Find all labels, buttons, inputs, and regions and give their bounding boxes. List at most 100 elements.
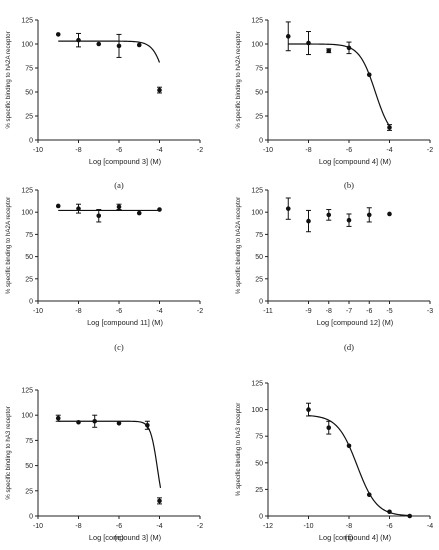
y-axis-title: % specific binding to hA2A receptor bbox=[5, 197, 12, 294]
x-tick-label: -4 bbox=[386, 147, 392, 154]
panel-caption: (e) bbox=[114, 532, 124, 542]
x-axis-title: Log [compound 12] (M) bbox=[317, 318, 393, 327]
data-point bbox=[76, 206, 81, 211]
data-point bbox=[96, 213, 102, 219]
y-tick-label: 100 bbox=[21, 42, 33, 49]
data-point bbox=[306, 40, 311, 46]
data-point bbox=[96, 41, 102, 47]
x-axis-title: Log [compound 3] (M) bbox=[89, 157, 161, 166]
data-point bbox=[55, 203, 61, 209]
x-tick-label: -7 bbox=[346, 308, 352, 315]
data-point bbox=[116, 204, 122, 210]
y-tick-label: 75 bbox=[25, 232, 33, 239]
x-tick-label: -10 bbox=[33, 523, 43, 530]
x-tick-label: -5 bbox=[386, 308, 392, 315]
x-tick-label: -6 bbox=[116, 523, 122, 530]
y-axis-title: % specific binding to hA2A receptor bbox=[235, 31, 242, 128]
data-point bbox=[387, 509, 392, 515]
y-tick-label: 25 bbox=[25, 488, 33, 495]
data-point bbox=[326, 48, 332, 54]
x-tick-label: -9 bbox=[305, 308, 311, 315]
data-point bbox=[407, 513, 413, 519]
data-point bbox=[366, 492, 372, 498]
x-tick-label: -8 bbox=[346, 523, 352, 530]
y-tick-label: 50 bbox=[255, 254, 263, 261]
y-tick-label: 0 bbox=[259, 299, 263, 306]
x-axis-title: Log [compound 3] (M) bbox=[89, 533, 161, 542]
y-tick-label: 125 bbox=[21, 18, 33, 25]
data-point bbox=[157, 498, 162, 504]
y-tick-label: 50 bbox=[25, 90, 33, 97]
data-point bbox=[55, 32, 61, 37]
y-tick-label: 100 bbox=[251, 210, 263, 217]
x-tick-label: -6 bbox=[116, 147, 122, 154]
x-tick-label: -2 bbox=[197, 147, 203, 154]
data-point bbox=[366, 212, 372, 218]
panel-caption: (c) bbox=[114, 342, 124, 352]
data-point bbox=[285, 206, 291, 211]
x-tick-label: -6 bbox=[346, 147, 352, 154]
chart-panel-2: 0 25 50 75 100 125 -10 -8 -6 -4 -2 Log [compound 4]… bbox=[235, 18, 433, 191]
x-axis-title: Log [compound 4] (M) bbox=[319, 533, 391, 542]
y-tick-label: 0 bbox=[29, 299, 33, 306]
x-tick-label: -2 bbox=[427, 147, 433, 154]
data-point bbox=[116, 420, 122, 426]
x-tick-label: -4 bbox=[156, 147, 162, 154]
x-tick-label: -8 bbox=[326, 308, 332, 315]
y-tick-label: 100 bbox=[251, 42, 263, 49]
x-tick-label: -10 bbox=[303, 523, 313, 530]
y-axis-title: % specific binding to hA2A receptor bbox=[5, 31, 12, 128]
y-tick-label: 50 bbox=[25, 254, 33, 261]
y-tick-label: 25 bbox=[255, 487, 263, 494]
y-tick-label: 100 bbox=[21, 210, 33, 217]
x-tick-label: -10 bbox=[33, 308, 43, 315]
x-tick-label: -2 bbox=[197, 523, 203, 530]
data-point bbox=[157, 207, 162, 212]
data-point bbox=[387, 125, 392, 130]
data-point bbox=[346, 45, 352, 51]
fit-curve bbox=[308, 415, 410, 517]
data-point bbox=[55, 415, 61, 421]
y-tick-label: 50 bbox=[25, 463, 33, 470]
data-point bbox=[285, 34, 291, 39]
x-tick-label: -12 bbox=[263, 523, 273, 530]
data-point bbox=[136, 42, 142, 48]
y-tick-label: 50 bbox=[255, 90, 263, 97]
data-point bbox=[387, 211, 392, 217]
y-tick-label: 25 bbox=[255, 276, 263, 283]
x-axis-title: Log [compound 11] (M) bbox=[87, 318, 163, 327]
panel-caption: (f) bbox=[345, 532, 354, 542]
data-point bbox=[76, 37, 81, 43]
x-tick-label: -4 bbox=[156, 308, 162, 315]
y-tick-label: 50 bbox=[255, 460, 263, 467]
x-tick-label: -6 bbox=[366, 308, 372, 315]
x-axis-title: Log [compound 4] (M) bbox=[319, 157, 391, 166]
data-point bbox=[326, 425, 332, 430]
data-point bbox=[346, 217, 352, 223]
y-tick-label: 125 bbox=[251, 18, 263, 25]
y-tick-label: 0 bbox=[29, 514, 33, 521]
y-tick-label: 75 bbox=[25, 66, 33, 73]
x-tick-label: -11 bbox=[263, 308, 273, 315]
chart-panel-1: 0 25 50 75 100 125 -10 -8 -6 -4 -2 Log [compound 3]… bbox=[5, 18, 203, 191]
data-point bbox=[136, 210, 142, 216]
data-point bbox=[92, 418, 97, 424]
y-tick-label: 75 bbox=[255, 66, 263, 73]
y-tick-label: 125 bbox=[21, 188, 33, 195]
chart-panel-3: 0 25 50 75 100 125 -10 -8 -6 -4 -2 Log [compound 11… bbox=[5, 188, 203, 353]
x-tick-label: -8 bbox=[75, 523, 81, 530]
panel-caption: (d) bbox=[344, 342, 354, 352]
y-tick-label: 125 bbox=[251, 188, 263, 195]
x-tick-label: -4 bbox=[427, 523, 433, 530]
data-point bbox=[116, 43, 122, 49]
y-tick-label: 75 bbox=[255, 232, 263, 239]
y-axis-title: % specific binding to hA3 receptor bbox=[235, 403, 242, 497]
fit-curve bbox=[58, 420, 162, 488]
y-tick-label: 25 bbox=[25, 114, 33, 121]
fit-curve bbox=[288, 43, 391, 127]
x-tick-label: -2 bbox=[197, 308, 203, 315]
data-point bbox=[346, 443, 352, 449]
fit-curve bbox=[58, 40, 161, 63]
x-tick-label: -8 bbox=[75, 308, 81, 315]
